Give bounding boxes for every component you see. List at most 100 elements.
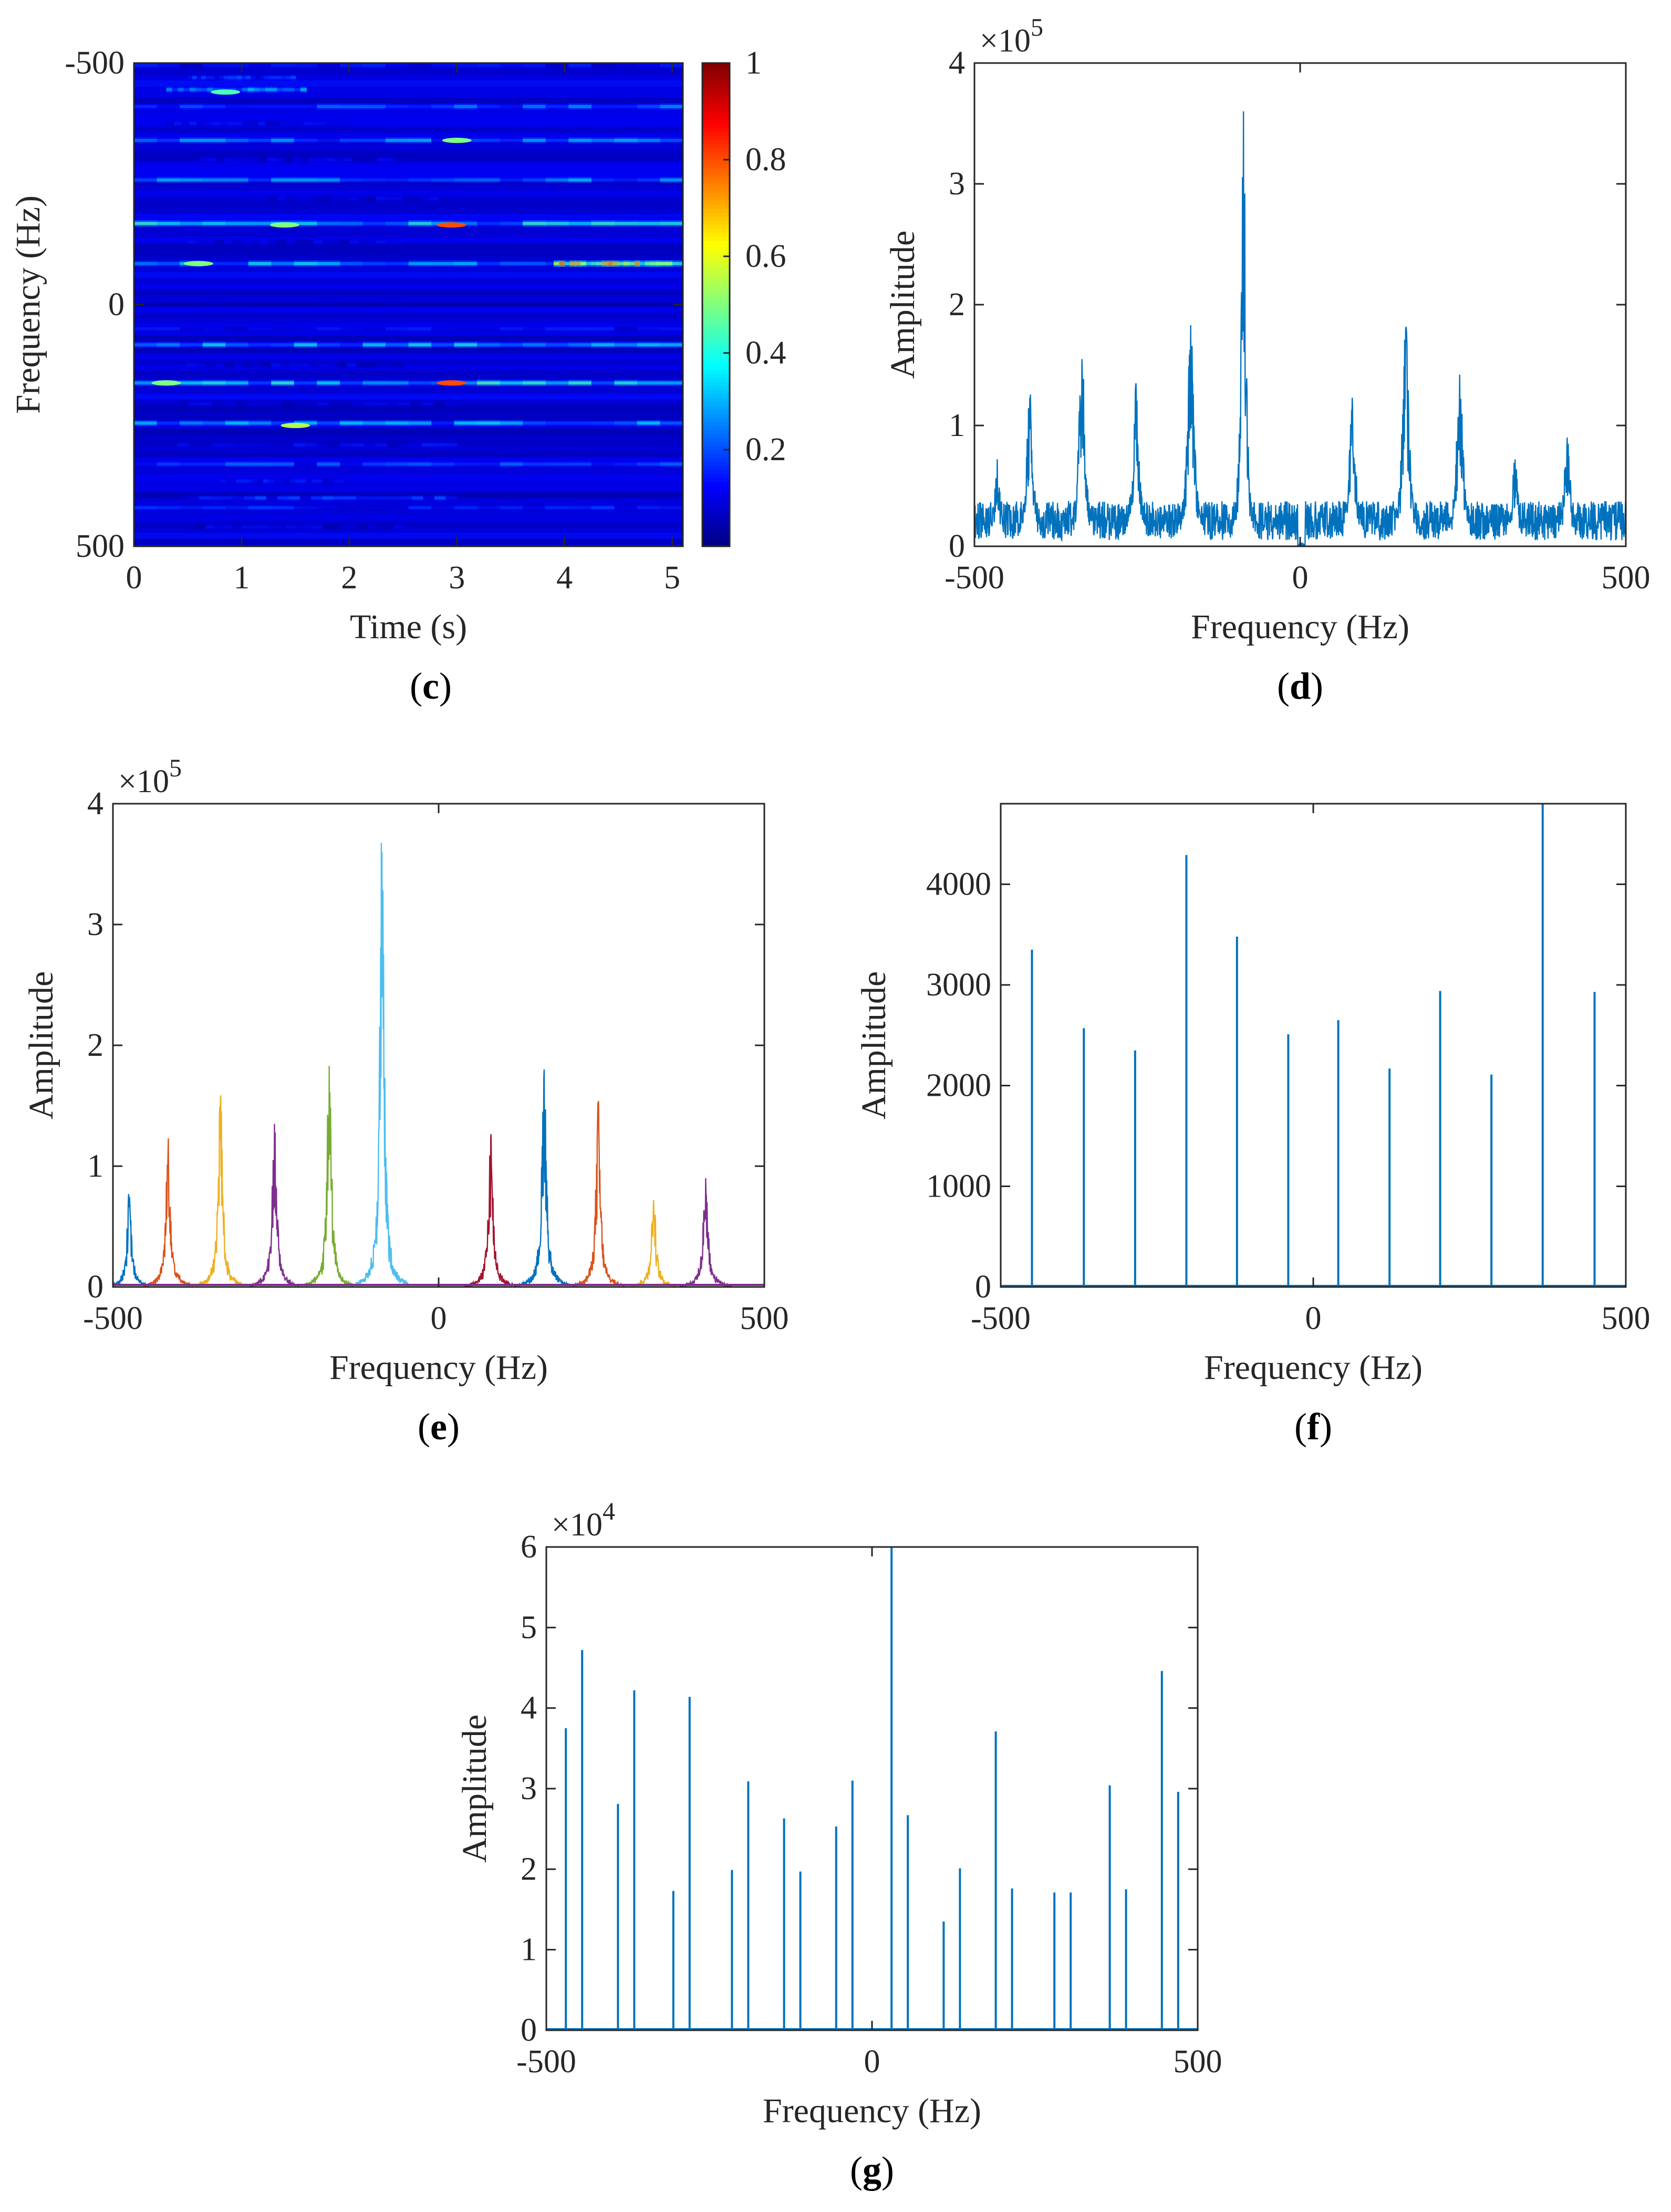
exponent-power: 5	[1031, 14, 1043, 41]
heatmap-ridge-halo	[545, 103, 569, 110]
heatmap-ridge-halo	[618, 260, 625, 267]
heatmap-ridge-halo	[271, 341, 295, 348]
heatmap-ridge-halo	[346, 362, 357, 368]
y-tick-label: 2	[949, 287, 965, 323]
heatmap-ridge-halo	[210, 74, 215, 81]
heatmap-ridge-halo	[242, 120, 251, 127]
colorbar-segment	[702, 232, 730, 237]
colorbar-segment	[702, 155, 730, 160]
colorbar-segment	[702, 196, 730, 201]
heatmap-ridge-halo	[386, 157, 396, 163]
heatmap-ridge-halo	[624, 260, 630, 267]
heatmap-ridge-halo	[248, 103, 272, 110]
component-line	[355, 843, 409, 1286]
heatmap-ridge-halo	[200, 400, 213, 407]
colorbar-segment	[702, 317, 730, 321]
heatmap-ridge-halo	[349, 238, 359, 245]
heatmap-ridge-halo	[202, 461, 226, 468]
heatmap-ridge-halo	[454, 504, 478, 511]
heatmap-ridge-halo	[545, 220, 569, 227]
heatmap-ridge-halo	[236, 477, 242, 484]
heatmap-ridge-halo	[188, 495, 200, 501]
x-tick-label: -500	[971, 1301, 1031, 1336]
heatmap-ridge-halo	[201, 86, 208, 93]
heatmap-ridge-halo	[180, 63, 203, 69]
heatmap-ridge-halo	[378, 495, 390, 501]
heatmap-ridge-halo	[591, 504, 615, 511]
heatmap-ridge-halo	[294, 326, 318, 332]
heatmap-texture-row	[134, 98, 683, 105]
heatmap-ridge-halo	[299, 362, 309, 368]
heatmap-ridge-halo	[317, 137, 340, 144]
heatmap-ridge-halo	[362, 176, 386, 183]
heatmap-ridge-halo	[408, 302, 432, 308]
heatmap-ridge-halo	[279, 477, 285, 484]
heatmap-ridge-halo	[283, 86, 289, 93]
heatmap-ridge-halo	[235, 400, 248, 407]
heatmap-texture-row	[134, 272, 683, 278]
heatmap-ridge-halo	[454, 63, 478, 69]
heatmap-ridge-halo	[205, 362, 215, 368]
heatmap-ridge-halo	[367, 524, 377, 531]
caption-c: (c)	[410, 665, 452, 707]
heatmap-ridge-halo	[322, 195, 332, 202]
heatmap-ridge-halo	[223, 400, 236, 407]
heatmap-ridge-halo	[431, 176, 455, 183]
heatmap-ridge-halo	[260, 86, 266, 93]
heatmap-ridge-halo	[398, 441, 411, 448]
colorbar-segment	[702, 95, 730, 100]
heatmap-ridge-halo	[257, 477, 264, 484]
y-tick-label: 0	[949, 528, 965, 564]
colorbar-segment	[702, 148, 730, 152]
heatmap-ridge-halo	[431, 326, 455, 332]
heatmap-ridge-halo	[614, 103, 638, 110]
colorbar-segment	[702, 490, 730, 495]
heatmap-texture-row	[134, 202, 683, 209]
heatmap-ridge-halo	[333, 477, 339, 484]
heatmap-ridge-halo	[317, 220, 340, 227]
colorbar-segment	[702, 305, 730, 309]
x-tick-label: -500	[516, 2044, 576, 2080]
heatmap-ridge-halo	[286, 195, 296, 202]
heatmap-ridge-halo	[134, 260, 158, 267]
heatmap-ridge-halo	[202, 326, 226, 332]
heatmap-ridge-halo	[172, 86, 179, 93]
heatmap-ridge-halo	[331, 195, 341, 202]
heatmap-ridge-halo	[339, 420, 364, 427]
heatmap-texture-row	[134, 277, 683, 284]
heatmap-ridge-halo	[134, 103, 158, 110]
colorbar-segment	[702, 284, 730, 289]
heatmap-ridge-halo	[157, 103, 181, 110]
colorbar-segment	[702, 377, 730, 382]
heatmap-ridge-halo	[614, 302, 638, 308]
heatmap-ridge-halo	[586, 260, 592, 267]
heatmap-ridge-halo	[180, 176, 203, 183]
heatmap-ridge-halo	[260, 238, 269, 245]
heatmap-ridge-halo	[317, 504, 340, 511]
heatmap-ridge-halo	[394, 524, 404, 531]
heatmap-ridge-halo	[385, 461, 409, 468]
heatmap-ridge-halo	[339, 302, 364, 308]
colorbar-segment	[702, 308, 730, 314]
heatmap-hotspot	[183, 261, 213, 266]
heatmap-ridge-halo	[225, 137, 249, 144]
heatmap-ridge-halo	[340, 441, 352, 448]
heatmap-ridge-halo	[500, 420, 524, 427]
colorbar-segment	[702, 482, 730, 486]
heatmap-ridge-halo	[282, 400, 294, 407]
colorbar-segment	[702, 200, 730, 205]
heatmap-ridge-halo	[264, 74, 269, 81]
heatmap-ridge-halo	[303, 120, 312, 127]
x-tick-label: 4	[556, 560, 573, 596]
heatmap-ridge-halo	[288, 495, 300, 501]
heatmap-texture-row	[134, 92, 683, 99]
heatmap-ridge-halo	[351, 441, 365, 448]
heatmap-texture-row	[134, 451, 683, 458]
heatmap-ridge-halo	[277, 238, 287, 245]
colorbar-segment	[702, 313, 730, 317]
heatmap-ridge-halo	[660, 341, 683, 348]
y-tick-label: 2000	[926, 1068, 991, 1104]
heatmap-ridge-halo	[134, 420, 158, 427]
